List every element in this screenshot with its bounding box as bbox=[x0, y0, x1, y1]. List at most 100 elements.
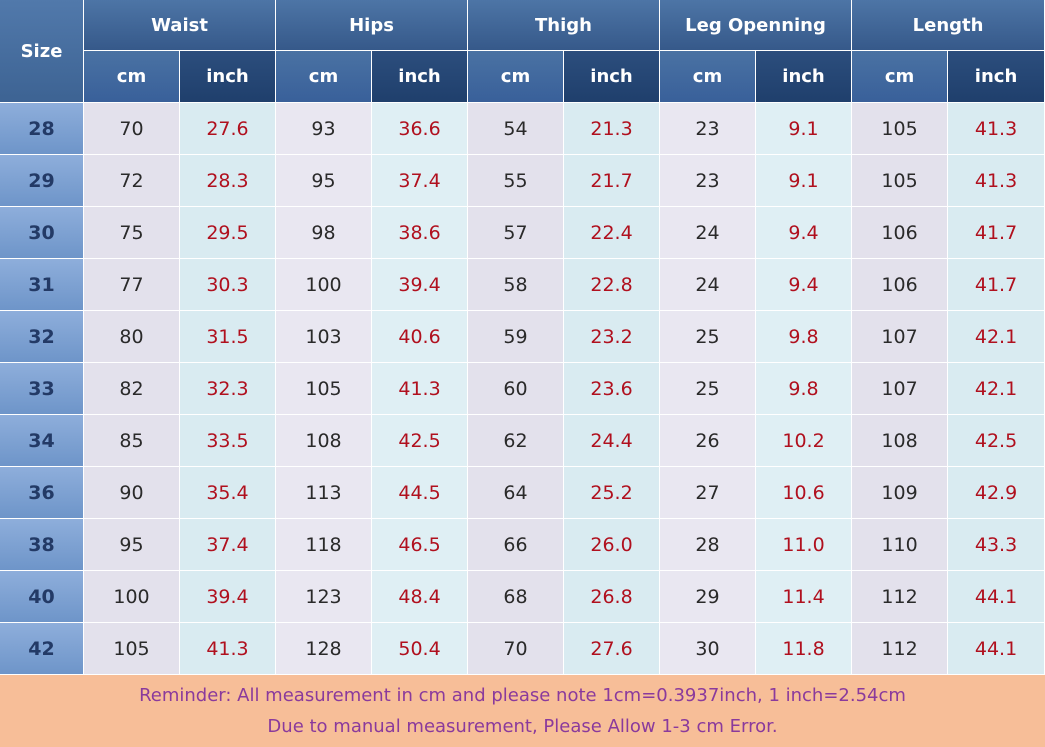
length-cm-cell: 105 bbox=[852, 155, 949, 207]
leg-opening-cm-cell: 23 bbox=[660, 103, 757, 155]
reminder-banner: Reminder: All measurement in cm and plea… bbox=[0, 675, 1045, 747]
size-table-body: 28 70 27.6 93 36.6 54 21.3 23 9.1 105 41… bbox=[0, 103, 1045, 675]
size-cell: 31 bbox=[0, 259, 84, 311]
leg-opening-inch-cell: 11.8 bbox=[756, 623, 853, 675]
thigh-inch-cell: 26.0 bbox=[564, 519, 661, 571]
size-cell: 33 bbox=[0, 363, 84, 415]
waist-inch-cell: 29.5 bbox=[180, 207, 277, 259]
waist-inch-cell: 37.4 bbox=[180, 519, 277, 571]
length-inch-cell: 42.5 bbox=[948, 415, 1045, 467]
waist-cm-cell: 82 bbox=[84, 363, 180, 415]
length-cm-cell: 105 bbox=[852, 103, 949, 155]
waist-cm-cell: 72 bbox=[84, 155, 180, 207]
thigh-inch-cell: 22.4 bbox=[564, 207, 661, 259]
thigh-inch-cell: 23.6 bbox=[564, 363, 661, 415]
waist-cm-cell: 70 bbox=[84, 103, 180, 155]
leg-opening-inch-cell: 9.1 bbox=[756, 155, 853, 207]
leg-opening-inch-cell: 9.8 bbox=[756, 311, 853, 363]
hips-cm-header: cm bbox=[276, 51, 373, 103]
leg-opening-inch-cell: 11.4 bbox=[756, 571, 853, 623]
size-cell: 32 bbox=[0, 311, 84, 363]
unit-header-row: cm inch cm inch cm inch cm inch cm inch bbox=[0, 51, 1045, 103]
hips-inch-cell: 36.6 bbox=[372, 103, 469, 155]
length-cm-cell: 112 bbox=[852, 623, 949, 675]
table-row: 28 70 27.6 93 36.6 54 21.3 23 9.1 105 41… bbox=[0, 103, 1045, 155]
thigh-inch-cell: 23.2 bbox=[564, 311, 661, 363]
thigh-inch-cell: 21.7 bbox=[564, 155, 661, 207]
hips-cm-cell: 100 bbox=[276, 259, 373, 311]
length-inch-cell: 44.1 bbox=[948, 571, 1045, 623]
waist-inch-cell: 32.3 bbox=[180, 363, 277, 415]
thigh-cm-cell: 62 bbox=[468, 415, 565, 467]
hips-inch-cell: 46.5 bbox=[372, 519, 469, 571]
size-cell: 28 bbox=[0, 103, 84, 155]
table-row: 31 77 30.3 100 39.4 58 22.8 24 9.4 106 4… bbox=[0, 259, 1045, 311]
thigh-inch-cell: 26.8 bbox=[564, 571, 661, 623]
thigh-cm-cell: 59 bbox=[468, 311, 565, 363]
size-cell: 38 bbox=[0, 519, 84, 571]
waist-cm-cell: 95 bbox=[84, 519, 180, 571]
thigh-header: Thigh bbox=[468, 0, 661, 51]
waist-cm-cell: 90 bbox=[84, 467, 180, 519]
table-row: 36 90 35.4 113 44.5 64 25.2 27 10.6 109 … bbox=[0, 467, 1045, 519]
waist-inch-cell: 27.6 bbox=[180, 103, 277, 155]
waist-cm-cell: 75 bbox=[84, 207, 180, 259]
table-row: 29 72 28.3 95 37.4 55 21.7 23 9.1 105 41… bbox=[0, 155, 1045, 207]
size-cell: 30 bbox=[0, 207, 84, 259]
waist-inch-cell: 33.5 bbox=[180, 415, 277, 467]
waist-inch-cell: 28.3 bbox=[180, 155, 277, 207]
hips-cm-cell: 118 bbox=[276, 519, 373, 571]
size-cell: 42 bbox=[0, 623, 84, 675]
hips-inch-cell: 37.4 bbox=[372, 155, 469, 207]
thigh-inch-cell: 27.6 bbox=[564, 623, 661, 675]
hips-cm-cell: 95 bbox=[276, 155, 373, 207]
table-row: 42 105 41.3 128 50.4 70 27.6 30 11.8 112… bbox=[0, 623, 1045, 675]
leg-opening-header: Leg Openning bbox=[660, 0, 853, 51]
hips-inch-cell: 39.4 bbox=[372, 259, 469, 311]
leg-opening-inch-cell: 9.4 bbox=[756, 207, 853, 259]
hips-header: Hips bbox=[276, 0, 469, 51]
hips-inch-cell: 50.4 bbox=[372, 623, 469, 675]
leg-opening-cm-cell: 28 bbox=[660, 519, 757, 571]
thigh-inch-cell: 24.4 bbox=[564, 415, 661, 467]
size-cell: 34 bbox=[0, 415, 84, 467]
length-inch-cell: 43.3 bbox=[948, 519, 1045, 571]
thigh-cm-cell: 70 bbox=[468, 623, 565, 675]
length-inch-cell: 41.7 bbox=[948, 259, 1045, 311]
hips-inch-cell: 41.3 bbox=[372, 363, 469, 415]
length-inch-cell: 42.1 bbox=[948, 311, 1045, 363]
waist-cm-cell: 77 bbox=[84, 259, 180, 311]
table-row: 30 75 29.5 98 38.6 57 22.4 24 9.4 106 41… bbox=[0, 207, 1045, 259]
hips-inch-cell: 40.6 bbox=[372, 311, 469, 363]
hips-cm-cell: 113 bbox=[276, 467, 373, 519]
waist-header: Waist bbox=[84, 0, 277, 51]
thigh-inch-header: inch bbox=[564, 51, 661, 103]
length-cm-cell: 106 bbox=[852, 207, 949, 259]
length-cm-cell: 112 bbox=[852, 571, 949, 623]
length-header: Length bbox=[852, 0, 1045, 51]
thigh-cm-cell: 55 bbox=[468, 155, 565, 207]
table-row: 32 80 31.5 103 40.6 59 23.2 25 9.8 107 4… bbox=[0, 311, 1045, 363]
hips-inch-cell: 38.6 bbox=[372, 207, 469, 259]
thigh-inch-cell: 21.3 bbox=[564, 103, 661, 155]
length-cm-cell: 109 bbox=[852, 467, 949, 519]
leg-opening-cm-cell: 24 bbox=[660, 207, 757, 259]
reminder-line-error: Due to manual measurement, Please Allow … bbox=[267, 716, 778, 737]
leg-opening-inch-cell: 9.4 bbox=[756, 259, 853, 311]
hips-inch-cell: 44.5 bbox=[372, 467, 469, 519]
leg-opening-inch-cell: 9.1 bbox=[756, 103, 853, 155]
waist-cm-cell: 100 bbox=[84, 571, 180, 623]
thigh-inch-cell: 25.2 bbox=[564, 467, 661, 519]
length-cm-cell: 107 bbox=[852, 311, 949, 363]
thigh-cm-header: cm bbox=[468, 51, 565, 103]
size-cell: 29 bbox=[0, 155, 84, 207]
length-inch-header: inch bbox=[948, 51, 1045, 103]
leg-opening-cm-cell: 23 bbox=[660, 155, 757, 207]
waist-cm-cell: 85 bbox=[84, 415, 180, 467]
leg-opening-inch-header: inch bbox=[756, 51, 853, 103]
waist-inch-cell: 39.4 bbox=[180, 571, 277, 623]
length-inch-cell: 44.1 bbox=[948, 623, 1045, 675]
leg-opening-cm-cell: 29 bbox=[660, 571, 757, 623]
thigh-cm-cell: 57 bbox=[468, 207, 565, 259]
table-row: 33 82 32.3 105 41.3 60 23.6 25 9.8 107 4… bbox=[0, 363, 1045, 415]
